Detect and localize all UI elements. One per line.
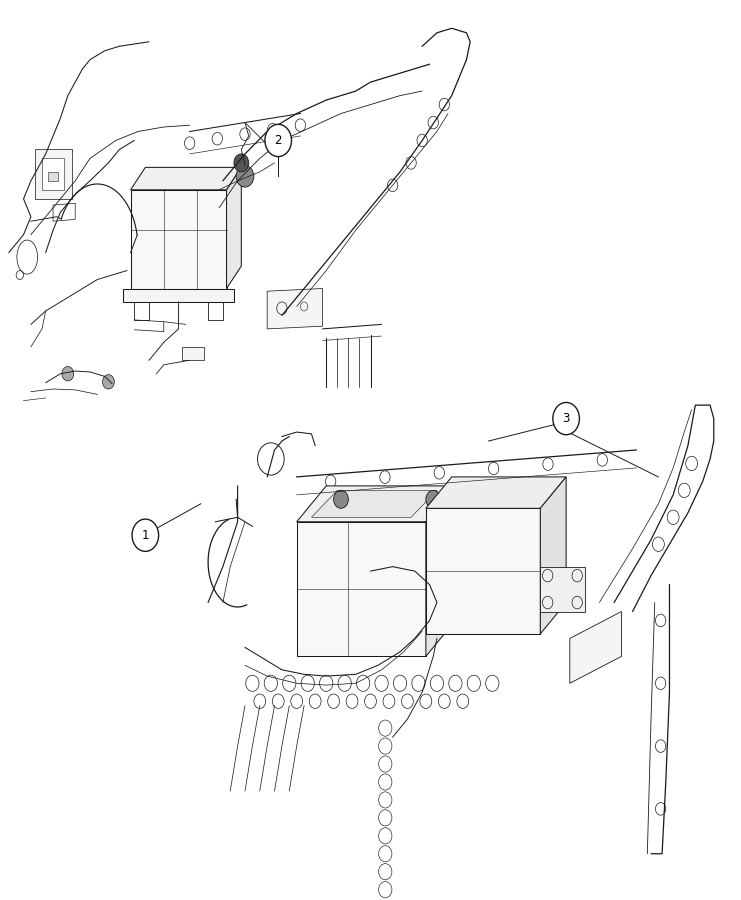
Text: 2: 2 bbox=[274, 134, 282, 147]
Polygon shape bbox=[227, 167, 242, 289]
Polygon shape bbox=[426, 477, 566, 508]
Circle shape bbox=[234, 154, 249, 172]
Text: 1: 1 bbox=[142, 528, 149, 542]
Text: 3: 3 bbox=[562, 412, 570, 425]
Circle shape bbox=[102, 374, 114, 389]
Polygon shape bbox=[42, 158, 64, 190]
Polygon shape bbox=[182, 346, 205, 360]
Ellipse shape bbox=[17, 240, 38, 274]
Circle shape bbox=[426, 491, 441, 508]
Polygon shape bbox=[268, 289, 322, 328]
Polygon shape bbox=[540, 567, 585, 611]
Circle shape bbox=[62, 366, 74, 381]
Polygon shape bbox=[123, 289, 234, 302]
Polygon shape bbox=[426, 508, 540, 634]
Circle shape bbox=[236, 166, 254, 187]
Polygon shape bbox=[130, 167, 242, 190]
Polygon shape bbox=[540, 477, 566, 634]
Polygon shape bbox=[296, 486, 456, 522]
Circle shape bbox=[132, 519, 159, 552]
Circle shape bbox=[333, 491, 348, 508]
Polygon shape bbox=[296, 522, 426, 656]
Polygon shape bbox=[48, 172, 59, 181]
Polygon shape bbox=[130, 190, 227, 289]
Polygon shape bbox=[426, 486, 456, 656]
Polygon shape bbox=[53, 203, 75, 221]
Polygon shape bbox=[570, 611, 622, 683]
Polygon shape bbox=[35, 149, 72, 199]
Polygon shape bbox=[311, 491, 437, 518]
Circle shape bbox=[265, 124, 291, 157]
Circle shape bbox=[553, 402, 579, 435]
